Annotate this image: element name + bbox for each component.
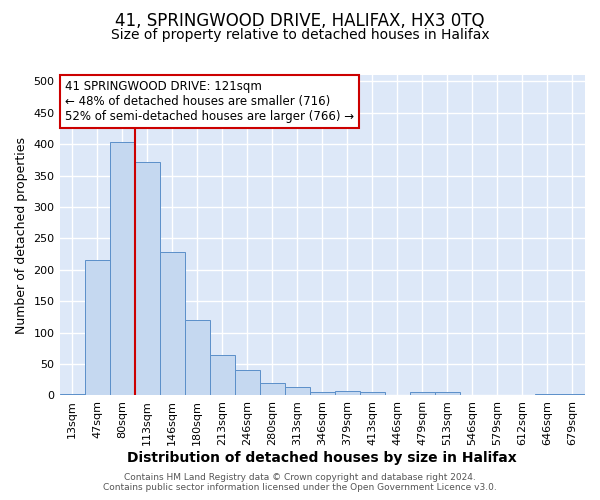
Text: Size of property relative to detached houses in Halifax: Size of property relative to detached ho… <box>110 28 490 42</box>
Text: 41 SPRINGWOOD DRIVE: 121sqm
← 48% of detached houses are smaller (716)
52% of se: 41 SPRINGWOOD DRIVE: 121sqm ← 48% of det… <box>65 80 354 123</box>
Bar <box>285 386 310 396</box>
Bar <box>209 355 235 396</box>
Text: 41, SPRINGWOOD DRIVE, HALIFAX, HX3 0TQ: 41, SPRINGWOOD DRIVE, HALIFAX, HX3 0TQ <box>115 12 485 30</box>
Bar <box>85 260 110 396</box>
Bar <box>160 252 185 396</box>
Bar <box>360 392 385 396</box>
Bar <box>260 383 285 396</box>
Bar <box>59 394 85 396</box>
Y-axis label: Number of detached properties: Number of detached properties <box>15 136 28 334</box>
Bar <box>310 392 335 396</box>
Bar <box>560 394 585 396</box>
Bar <box>110 142 134 396</box>
Bar <box>335 391 360 396</box>
Bar <box>185 320 209 396</box>
Text: Contains HM Land Registry data © Crown copyright and database right 2024.
Contai: Contains HM Land Registry data © Crown c… <box>103 473 497 492</box>
Bar <box>535 394 560 396</box>
Bar <box>235 370 260 396</box>
Bar <box>435 392 460 396</box>
Bar <box>134 162 160 396</box>
X-axis label: Distribution of detached houses by size in Halifax: Distribution of detached houses by size … <box>127 451 517 465</box>
Bar <box>410 392 435 396</box>
